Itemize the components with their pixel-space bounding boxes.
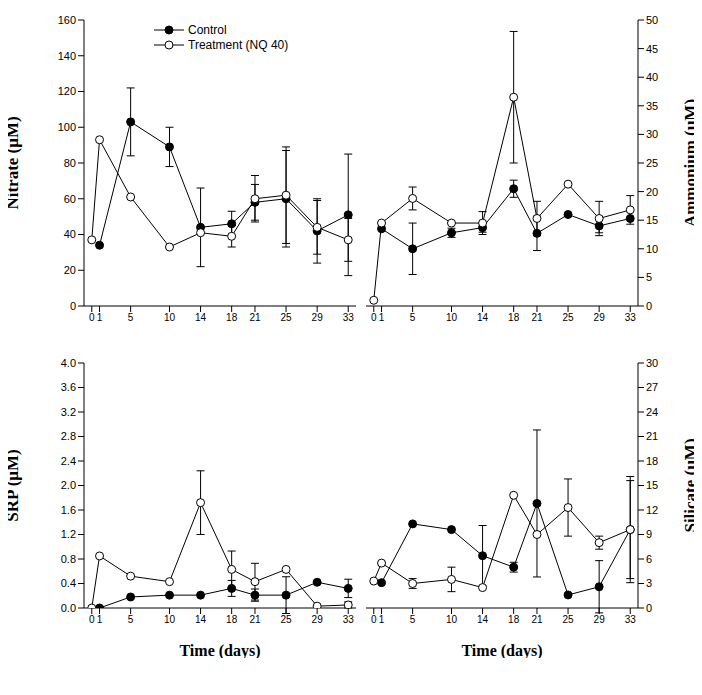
svg-text:6: 6: [646, 553, 652, 565]
svg-text:21: 21: [249, 614, 261, 625]
svg-text:25: 25: [562, 614, 574, 625]
svg-text:33: 33: [343, 614, 355, 625]
svg-text:60: 60: [64, 193, 76, 205]
svg-text:25: 25: [646, 157, 658, 169]
svg-text:14: 14: [477, 614, 489, 625]
svg-text:0: 0: [70, 300, 76, 312]
svg-text:30: 30: [646, 128, 658, 140]
svg-text:10: 10: [164, 312, 176, 323]
svg-text:40: 40: [646, 71, 658, 83]
svg-text:10: 10: [646, 243, 658, 255]
svg-text:4.0: 4.0: [61, 357, 76, 369]
svg-text:0.8: 0.8: [61, 553, 76, 565]
svg-text:0: 0: [89, 312, 95, 323]
svg-text:0: 0: [646, 602, 652, 614]
svg-text:35: 35: [646, 100, 658, 112]
svg-text:33: 33: [625, 614, 637, 625]
svg-text:100: 100: [58, 121, 76, 133]
svg-text:3.6: 3.6: [61, 381, 76, 393]
svg-text:20: 20: [646, 186, 658, 198]
svg-text:2.0: 2.0: [61, 479, 76, 491]
svg-text:18: 18: [508, 312, 520, 323]
svg-text:5: 5: [410, 312, 416, 323]
svg-text:Time (days): Time (days): [461, 642, 542, 658]
svg-text:160: 160: [58, 14, 76, 26]
svg-text:10: 10: [446, 614, 458, 625]
svg-text:0.4: 0.4: [61, 577, 76, 589]
svg-text:25: 25: [280, 614, 292, 625]
svg-text:29: 29: [594, 614, 606, 625]
svg-text:18: 18: [226, 312, 238, 323]
svg-text:10: 10: [446, 312, 458, 323]
svg-text:5: 5: [128, 614, 134, 625]
svg-text:14: 14: [195, 614, 207, 625]
svg-text:Silicate (μM): Silicate (μM): [681, 438, 694, 532]
svg-text:Time (days): Time (days): [179, 642, 260, 658]
svg-text:2.8: 2.8: [61, 430, 76, 442]
svg-text:30: 30: [646, 357, 658, 369]
svg-text:0.0: 0.0: [61, 602, 76, 614]
svg-text:29: 29: [594, 312, 606, 323]
svg-text:18: 18: [646, 455, 658, 467]
svg-text:50: 50: [646, 14, 658, 26]
svg-text:15: 15: [646, 479, 658, 491]
svg-text:25: 25: [562, 312, 574, 323]
svg-text:SRP (μM): SRP (μM): [8, 449, 22, 521]
svg-text:80: 80: [64, 157, 76, 169]
svg-text:140: 140: [58, 50, 76, 62]
svg-text:21: 21: [531, 312, 543, 323]
svg-text:21: 21: [249, 312, 261, 323]
svg-text:Nitrate (μM): Nitrate (μM): [8, 116, 22, 209]
svg-text:14: 14: [195, 312, 207, 323]
svg-text:1.6: 1.6: [61, 504, 76, 516]
svg-text:21: 21: [646, 430, 658, 442]
svg-text:1: 1: [379, 312, 385, 323]
svg-text:Ammonium (μM): Ammonium (μM): [681, 99, 694, 227]
svg-text:20: 20: [64, 264, 76, 276]
svg-text:12: 12: [646, 504, 658, 516]
svg-text:33: 33: [343, 312, 355, 323]
html-text:Control: Control: [188, 22, 227, 37]
svg-text:14: 14: [477, 312, 489, 323]
svg-text:3: 3: [646, 577, 652, 589]
svg-text:45: 45: [646, 43, 658, 55]
svg-text:21: 21: [531, 614, 543, 625]
svg-text:18: 18: [508, 614, 520, 625]
svg-text:1: 1: [379, 614, 385, 625]
svg-text:15: 15: [646, 214, 658, 226]
svg-text:1: 1: [97, 312, 103, 323]
svg-text:0: 0: [646, 300, 652, 312]
svg-text:29: 29: [312, 312, 324, 323]
svg-text:40: 40: [64, 228, 76, 240]
svg-text:3.2: 3.2: [61, 406, 76, 418]
svg-text:5: 5: [410, 614, 416, 625]
svg-text:2.4: 2.4: [61, 455, 76, 467]
svg-text:10: 10: [164, 614, 176, 625]
html-text:Treatment (NQ 40): Treatment (NQ 40): [188, 37, 289, 52]
svg-text:120: 120: [58, 85, 76, 97]
svg-text:0: 0: [371, 614, 377, 625]
svg-text:1: 1: [97, 614, 103, 625]
svg-text:0: 0: [371, 312, 377, 323]
svg-text:9: 9: [646, 528, 652, 540]
svg-text:5: 5: [128, 312, 134, 323]
svg-text:1.2: 1.2: [61, 528, 76, 540]
svg-text:27: 27: [646, 381, 658, 393]
svg-text:0: 0: [89, 614, 95, 625]
svg-text:33: 33: [625, 312, 637, 323]
svg-text:29: 29: [312, 614, 324, 625]
svg-text:24: 24: [646, 406, 658, 418]
svg-text:25: 25: [280, 312, 292, 323]
svg-text:18: 18: [226, 614, 238, 625]
svg-text:5: 5: [646, 271, 652, 283]
